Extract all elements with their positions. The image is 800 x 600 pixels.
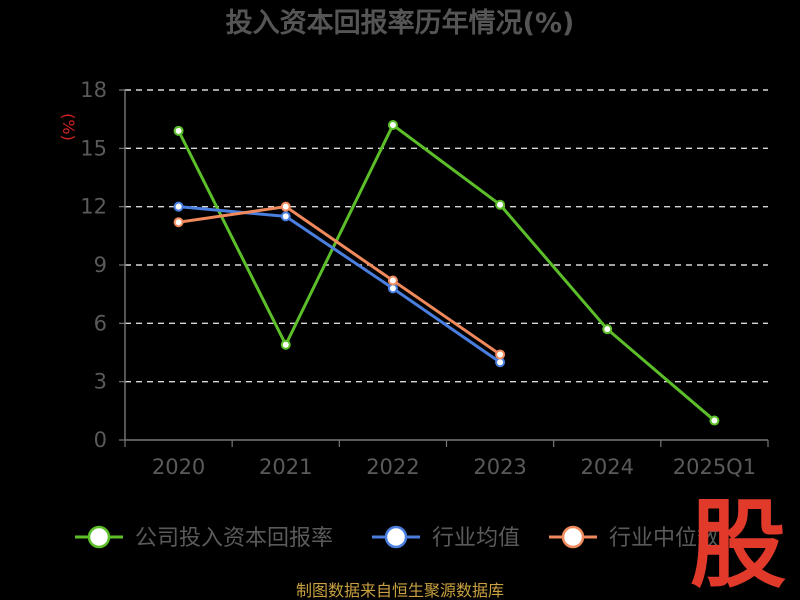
y-tick-label: 15 [80, 136, 107, 160]
legend: 公司投入资本回报率 行业均值 行业中位数 [75, 525, 719, 551]
y-tick-label: 0 [94, 428, 107, 452]
x-axis-ticks: 2020 2021 2022 2023 2024 2025Q1 [124, 440, 769, 479]
x-tick-label: 2020 [152, 455, 205, 479]
series-line [177, 123, 716, 423]
data-point [280, 211, 291, 222]
x-tick-label: 2024 [581, 455, 634, 479]
legend-label: 行业均值 [432, 526, 520, 551]
legend-swatch-marker [384, 525, 408, 549]
legend-swatch-marker [561, 525, 585, 549]
x-tick-label: 2023 [473, 455, 526, 479]
series-points [173, 120, 720, 426]
series-line [177, 205, 502, 356]
data-point [387, 275, 398, 286]
data-point [602, 324, 613, 335]
source-note: 制图数据来自恒生聚源数据库 [296, 581, 504, 600]
data-point [387, 120, 398, 130]
data-point [495, 349, 506, 360]
data-point [280, 201, 291, 212]
series-lines [177, 123, 716, 423]
y-tick-label: 9 [94, 253, 107, 277]
legend-label: 公司投入资本回报率 [135, 526, 333, 551]
y-axis-unit-label: (%) [59, 113, 78, 141]
legend-swatch-marker [87, 525, 111, 549]
chart-title: 投入资本回报率历年情况(%) [226, 7, 575, 39]
x-tick-label: 2025Q1 [673, 455, 756, 479]
y-tick-label: 18 [80, 78, 107, 102]
series-line [177, 205, 502, 364]
legend-label: 行业中位数 [609, 526, 719, 551]
x-tick-label: 2021 [259, 455, 312, 479]
data-point [173, 217, 184, 228]
data-point [173, 201, 184, 212]
y-tick-label: 12 [80, 195, 107, 219]
data-point [280, 339, 291, 350]
y-tick-label: 6 [94, 311, 107, 335]
data-point [173, 125, 184, 136]
y-axis-ticks: 0 3 6 9 12 15 18 [80, 78, 125, 452]
data-point [495, 199, 506, 210]
x-tick-label: 2022 [366, 455, 419, 479]
watermark-logo: 股 [690, 489, 786, 600]
y-tick-label: 3 [94, 370, 107, 394]
data-point [709, 415, 720, 426]
gridlines [125, 89, 768, 383]
